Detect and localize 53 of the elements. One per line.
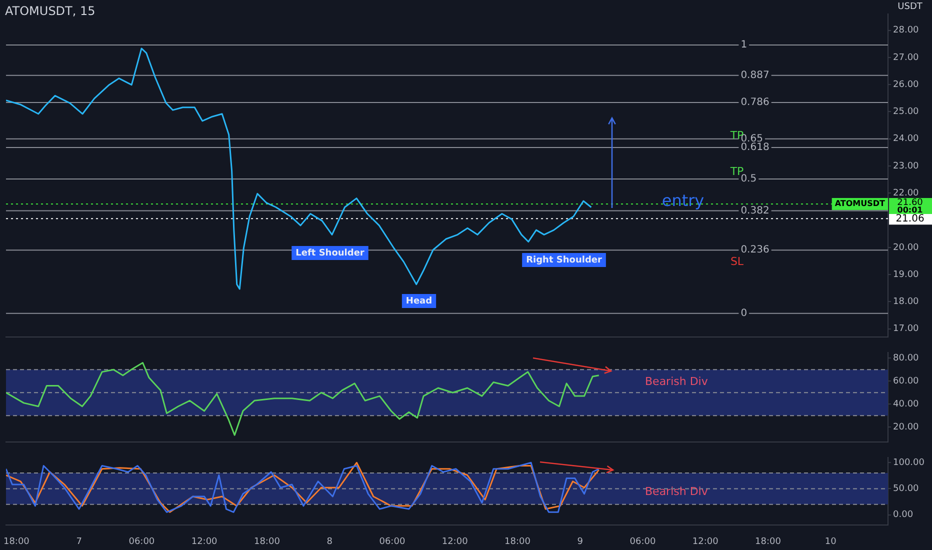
y-tick-label: 80.00 xyxy=(893,353,920,364)
y-tick-label: 40.00 xyxy=(893,399,920,410)
y-tick-label: 26.00 xyxy=(893,80,920,90)
x-tick-label: 9 xyxy=(577,536,584,547)
x-tick-label: 7 xyxy=(76,536,82,547)
x-tick-label: 18:00 xyxy=(254,536,280,547)
x-tick-label: 12:00 xyxy=(442,536,468,547)
annotation: 0.236 xyxy=(740,244,770,256)
annotation: Left Shoulder xyxy=(296,248,365,258)
annotation: Head xyxy=(406,296,432,306)
ref-line-label: 21.06 xyxy=(896,213,924,224)
y-tick-label: 17.00 xyxy=(893,324,920,334)
annotation: SL xyxy=(730,254,744,268)
y-tick-label: 28.00 xyxy=(893,26,920,36)
y-tick-label: 22.00 xyxy=(893,188,920,198)
chart-title: ATOMUSDT, 15 xyxy=(5,4,96,18)
x-tick-label: 06:00 xyxy=(630,536,656,547)
annotation: 0.382 xyxy=(740,205,770,216)
x-tick-label: 18:00 xyxy=(3,536,30,547)
y-tick-label: 19.00 xyxy=(893,270,920,280)
x-tick-label: 8 xyxy=(326,536,333,547)
y-tick-label: 25.00 xyxy=(893,107,920,118)
y-tick-label: 27.00 xyxy=(893,52,920,63)
text: 00:01 xyxy=(897,206,924,215)
annotation: 0.887 xyxy=(740,70,770,81)
y-tick-label: 100.00 xyxy=(893,458,925,468)
annotation: Bearish Div xyxy=(645,484,708,498)
annotation: 0 xyxy=(740,308,748,319)
annotation: Right Shoulder xyxy=(526,255,602,266)
annotation: 0.618 xyxy=(740,142,770,154)
x-tick-label: 18:00 xyxy=(504,536,531,547)
x-tick-label: 06:00 xyxy=(379,536,406,547)
x-tick-label: 10 xyxy=(824,536,837,547)
x-tick-label: 18:00 xyxy=(754,536,782,547)
y-tick-label: 18.00 xyxy=(893,297,920,308)
y-tick-label: 20.00 xyxy=(893,242,920,253)
x-tick-label: 12:00 xyxy=(692,536,719,547)
y-tick-label: 60.00 xyxy=(893,376,920,386)
y-tick-label: 0.00 xyxy=(893,510,914,520)
y-tick-label: 23.00 xyxy=(893,161,920,172)
y-tick-label: 20.00 xyxy=(893,422,920,432)
annotation: Bearish Div xyxy=(645,374,708,388)
y-tick-label: 24.00 xyxy=(893,134,920,144)
x-tick-label: 06:00 xyxy=(128,536,155,547)
annotation: ATOMUSDT xyxy=(834,199,886,208)
y-tick-label: 50.00 xyxy=(893,484,920,494)
annotation: 1 xyxy=(740,40,748,51)
annotation: entry xyxy=(662,191,704,210)
annotation: 0.786 xyxy=(740,97,770,108)
ref-line-label: 21.60 xyxy=(897,198,924,208)
y-axis-title: USDT xyxy=(898,2,923,12)
x-tick-label: 12:00 xyxy=(191,536,218,547)
annotation: 0.5 xyxy=(740,174,757,185)
